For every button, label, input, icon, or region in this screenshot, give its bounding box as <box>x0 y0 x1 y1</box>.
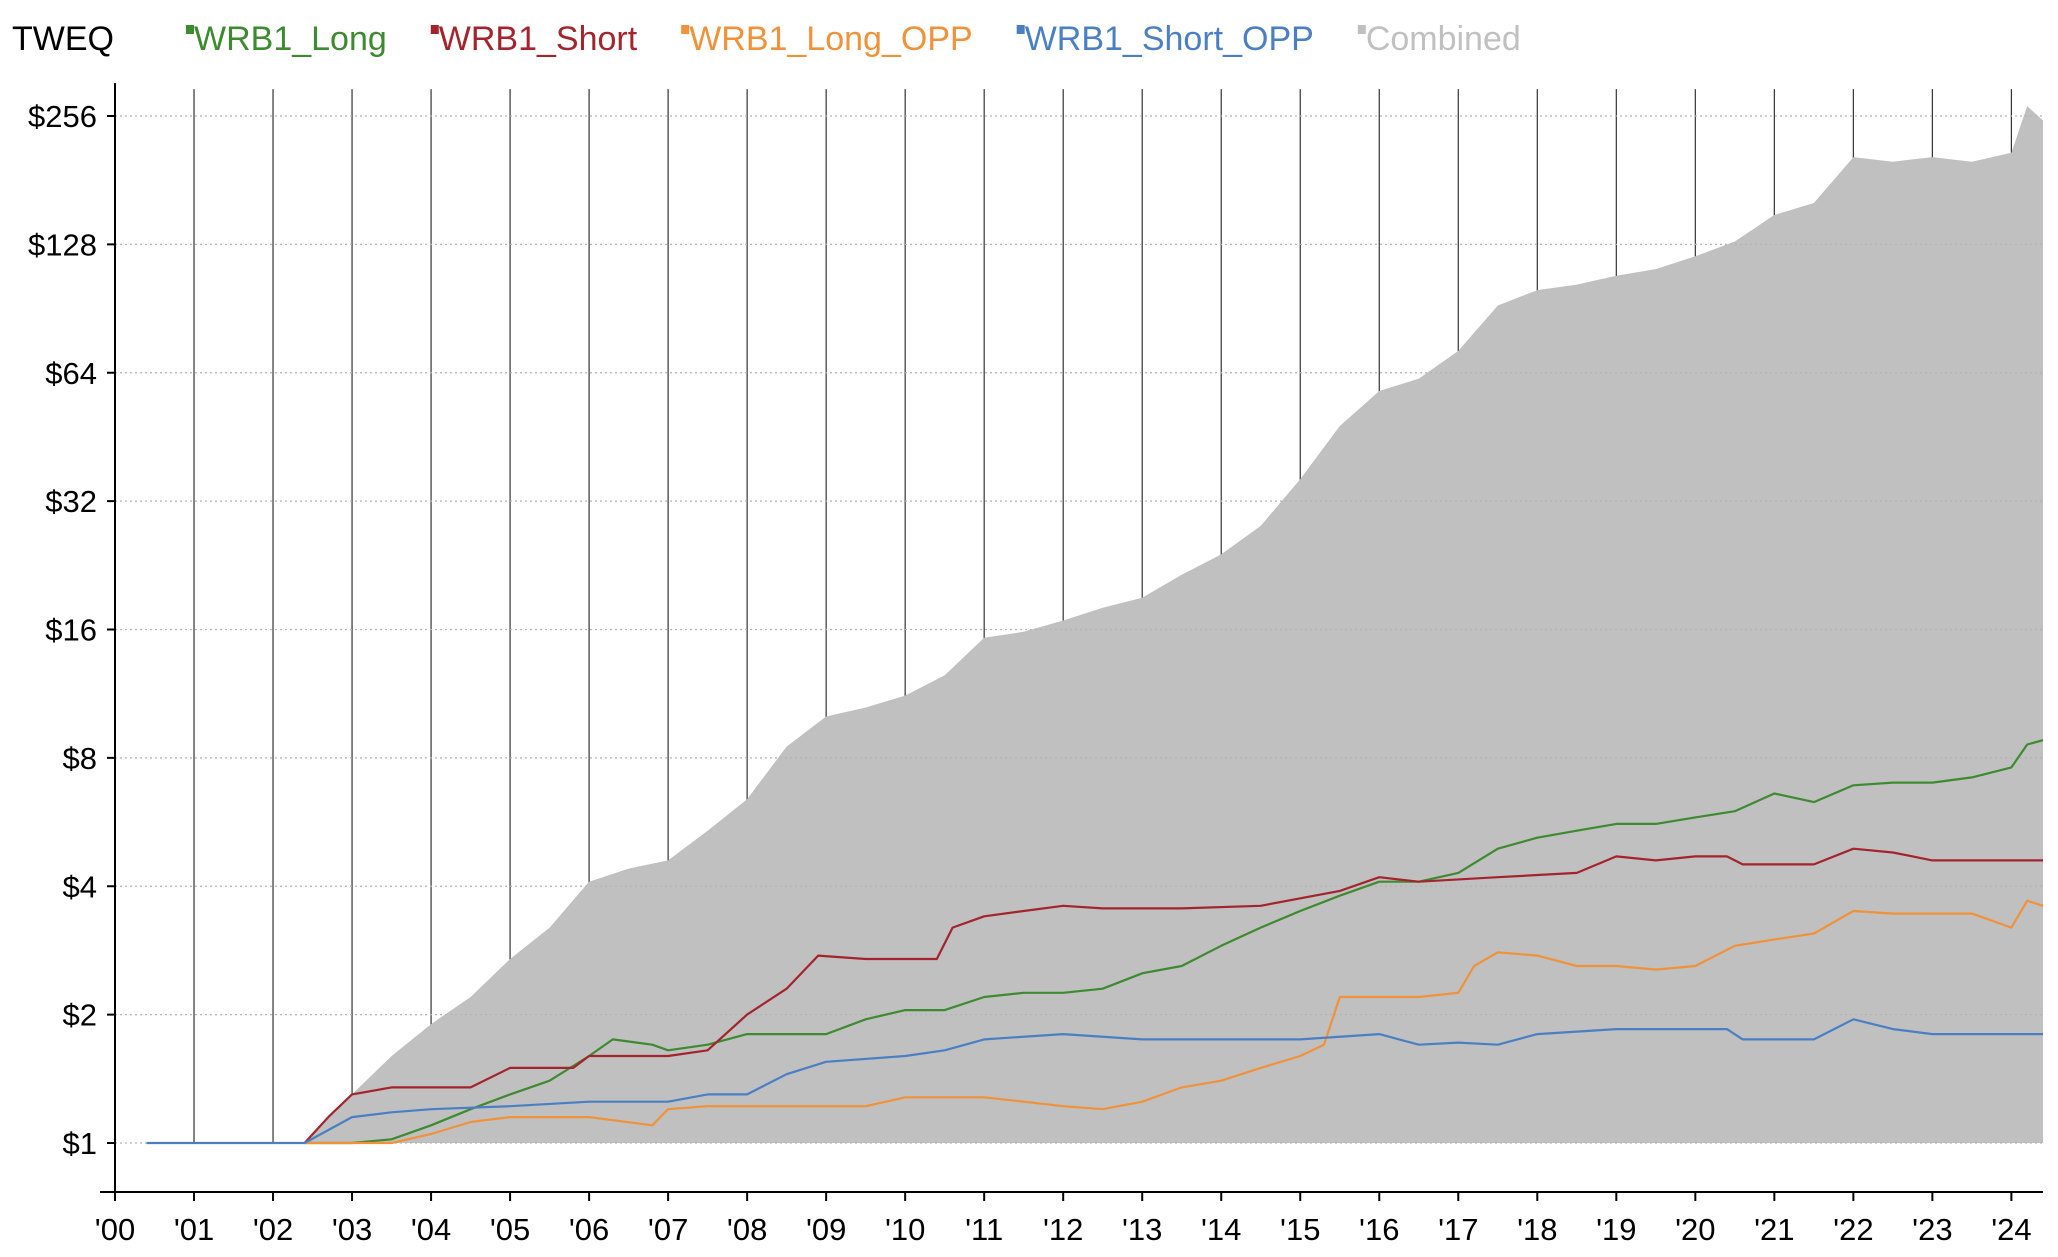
x-tick-label: '03 <box>332 1212 372 1247</box>
legend-swatch-combined <box>1357 25 1366 34</box>
y-tick-label: $2 <box>63 998 97 1033</box>
x-tick-label: '15 <box>1280 1212 1320 1247</box>
series-combined-area <box>304 106 2044 1144</box>
y-tick-label: $16 <box>45 613 97 648</box>
x-tick-label: '08 <box>727 1212 767 1247</box>
y-axis-ticks: $1 $2 $4 $8 $16 $32 $64 $128 $256 <box>28 99 115 1161</box>
series-area <box>304 106 2044 1144</box>
legend-swatch-wrb1-long <box>186 25 194 34</box>
legend-swatch-wrb1-short <box>430 25 439 34</box>
chart-title: TWEQ <box>12 20 114 58</box>
y-tick-label: $4 <box>63 869 97 904</box>
x-tick-label: '00 <box>95 1212 135 1247</box>
y-tick-label: $8 <box>63 741 97 776</box>
x-tick-label: '24 <box>1991 1212 2031 1247</box>
legend-label-wrb1-short-opp: WRB1_Short_OPP <box>1025 20 1314 58</box>
x-tick-label: '09 <box>806 1212 846 1247</box>
legend-swatch-wrb1-long-opp <box>681 25 690 34</box>
x-tick-label: '21 <box>1754 1212 1794 1247</box>
x-tick-label: '20 <box>1675 1212 1715 1247</box>
series-wrb1-short-opp-line <box>146 1018 2043 1145</box>
series-wrb1-long-opp-line <box>304 899 2044 1145</box>
y-tick-label: $64 <box>45 356 97 391</box>
series-lines <box>146 739 2044 1145</box>
x-tick-label: '22 <box>1833 1212 1873 1247</box>
x-tick-label: '01 <box>174 1212 214 1247</box>
x-tick-label: '13 <box>1122 1212 1162 1247</box>
legend-swatch-wrb1-short-opp <box>1016 25 1025 34</box>
x-tick-label: '04 <box>411 1212 451 1247</box>
x-tick-label: '16 <box>1359 1212 1399 1247</box>
legend: WRB1_Long WRB1_Short WRB1_Long_OPP WRB1_Sho… <box>186 20 1521 58</box>
legend-label-wrb1-long: WRB1_Long <box>194 20 387 58</box>
y-tick-label: $32 <box>45 484 97 519</box>
x-tick-label: '17 <box>1438 1212 1478 1247</box>
x-tick-label: '07 <box>648 1212 688 1247</box>
horizontal-gridlines <box>115 115 2043 1144</box>
y-tick-label: $1 <box>63 1126 97 1161</box>
x-tick-label: '19 <box>1596 1212 1636 1247</box>
x-tick-label: '18 <box>1517 1212 1557 1247</box>
y-tick-label: $128 <box>28 227 97 262</box>
axes <box>100 83 2043 1193</box>
series-wrb1-long-line <box>304 739 2044 1145</box>
x-tick-label: '02 <box>253 1212 293 1247</box>
x-tick-label: '10 <box>885 1212 925 1247</box>
x-axis-ticks: '00 '01 '02 '03 '04 '05 '06 '07 '08 '09 '10 '11 '12 '… <box>95 1192 2032 1247</box>
series-wrb1-short-line <box>303 847 2043 1144</box>
x-tick-label: '14 <box>1201 1212 1241 1247</box>
x-tick-label: '12 <box>1043 1212 1083 1247</box>
x-tick-label: '05 <box>490 1212 530 1247</box>
x-tick-label: '23 <box>1912 1212 1952 1247</box>
y-tick-label: $256 <box>28 99 97 134</box>
legend-label-wrb1-short: WRB1_Short <box>439 20 638 58</box>
x-tick-label: '11 <box>965 1212 1003 1247</box>
x-tick-label: '06 <box>569 1212 609 1247</box>
legend-label-wrb1-long-opp: WRB1_Long_OPP <box>689 20 973 58</box>
legend-label-combined: Combined <box>1366 20 1521 58</box>
